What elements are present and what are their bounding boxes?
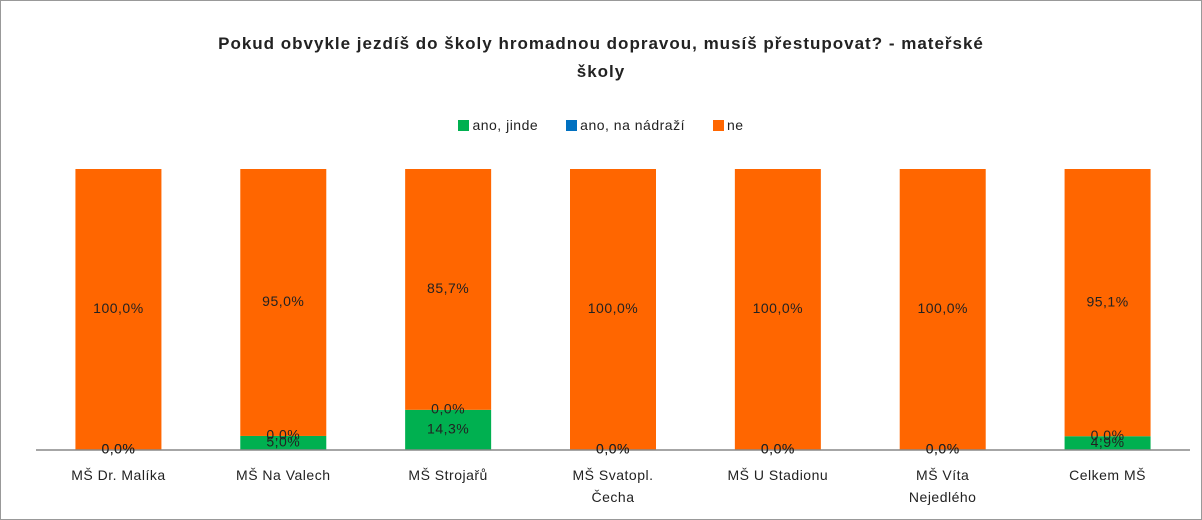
data-label: 95,1% (1086, 293, 1128, 309)
data-label: 0,0% (761, 441, 795, 457)
x-tick-label: MŠ Na Valech (236, 467, 331, 483)
bar-segment (734, 169, 821, 450)
bar-segment (1064, 169, 1151, 437)
data-label: 100,0% (753, 300, 803, 316)
x-tick-label: MŠ Strojařů (408, 467, 488, 483)
data-label: 100,0% (588, 300, 638, 316)
legend-label: ano, na nádraží (580, 117, 685, 133)
x-tick-label: Celkem MŠ (1069, 467, 1146, 483)
data-label: 100,0% (93, 300, 143, 316)
legend-item: ano, na nádraží (566, 117, 685, 133)
bar-segment (570, 169, 656, 450)
bar-segment (240, 435, 327, 450)
data-label: 0,0% (926, 441, 960, 457)
legend: ano, jinde ano, na nádraží ne (0, 117, 1202, 133)
x-tick-label: MŠ Dr. Malíka (71, 467, 166, 483)
data-label: 0,0% (431, 401, 465, 417)
data-label: 0,0% (926, 441, 960, 457)
legend-label: ne (726, 117, 744, 133)
bar-segment (1064, 436, 1151, 450)
bar-segment (405, 169, 492, 410)
bar-segment (75, 169, 162, 450)
data-label: 0,0% (266, 427, 300, 443)
bar-segment (240, 169, 327, 436)
data-label: 0,0% (1091, 427, 1125, 443)
legend-label: ano, jinde (472, 117, 539, 133)
data-label: 14,3% (427, 421, 469, 437)
legend-swatch (712, 119, 724, 131)
legend-item: ne (712, 117, 744, 133)
data-label: 0,0% (596, 441, 630, 457)
data-label: 5,0% (266, 434, 300, 450)
legend-item: ano, jinde (458, 117, 538, 133)
data-label: 4,9% (1091, 434, 1125, 450)
legend-swatch (458, 119, 470, 131)
bar-segment (405, 409, 492, 450)
bar-segment (899, 169, 986, 450)
chart-title: Pokud obvykle jezdíš do školy hromadnou … (218, 34, 984, 81)
x-tick-label: MŠ Víta Nejedlého (908, 467, 977, 505)
data-label: 0,0% (596, 441, 630, 457)
data-label: 0,0% (101, 441, 135, 457)
data-label: 95,0% (262, 293, 304, 309)
data-label: 0,0% (761, 441, 795, 457)
data-label: 100,0% (917, 300, 967, 316)
x-tick-label: MŠ Svatopl. Čecha (572, 467, 654, 505)
legend-swatch (566, 119, 578, 131)
data-label: 0,0% (101, 441, 135, 457)
data-label: 85,7% (427, 280, 469, 296)
x-tick-label: MŠ U Stadionu (727, 467, 829, 483)
